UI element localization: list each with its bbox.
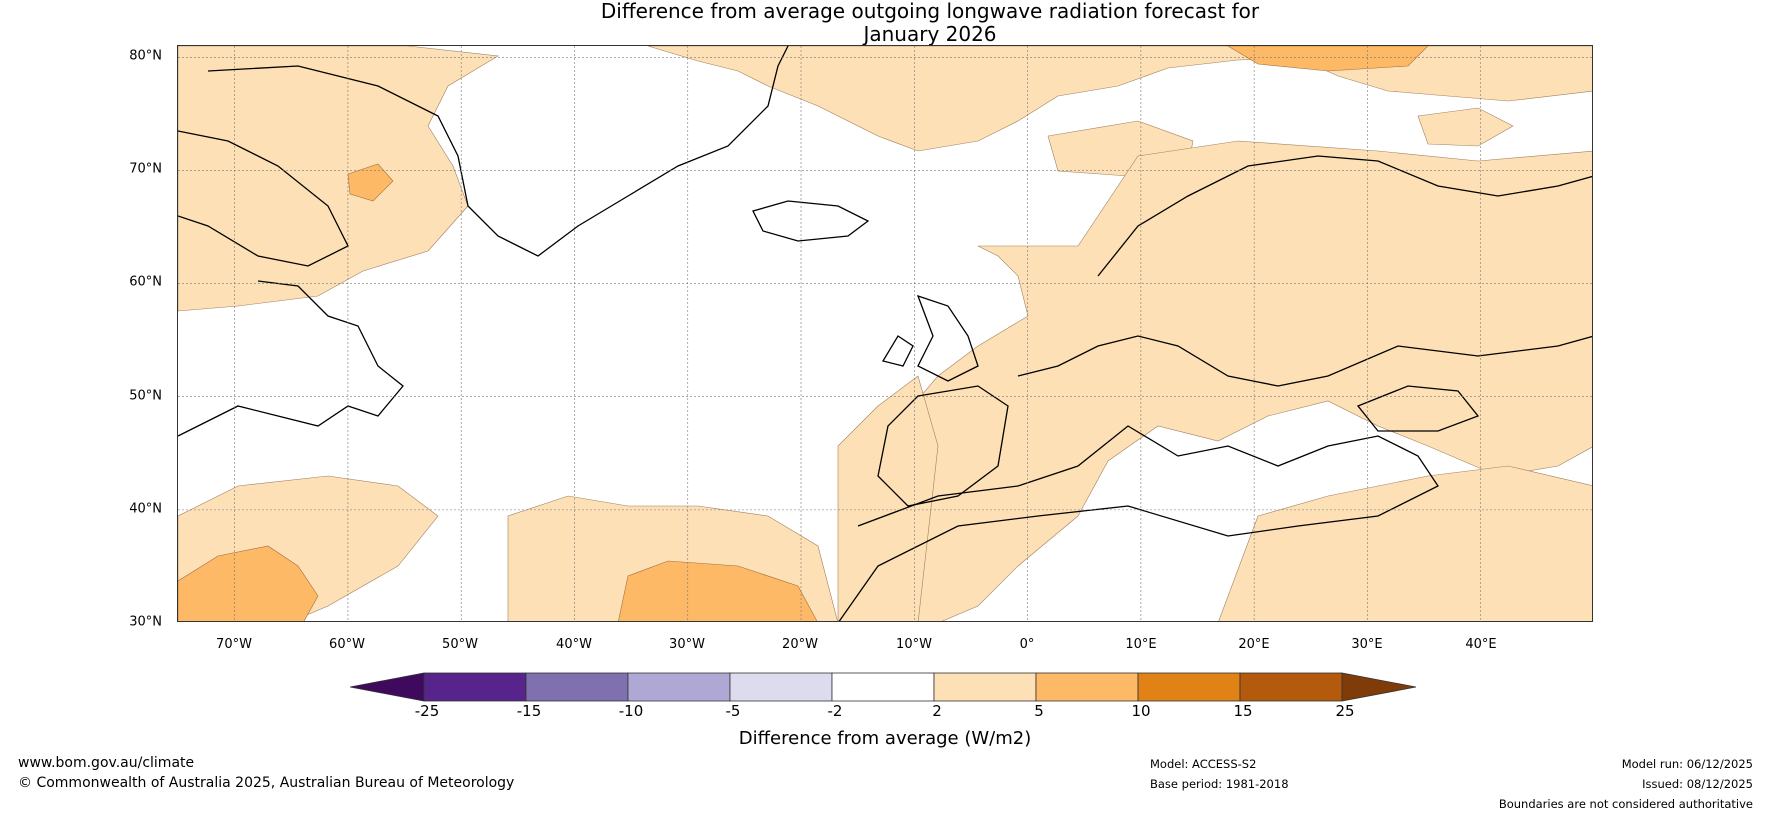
lon-label-10e: 10°E: [1125, 637, 1157, 652]
baffin-5-10: [347, 163, 394, 202]
iceland-coast: [752, 200, 870, 242]
black-sea-coast: [1356, 385, 1480, 432]
lon-label-20w: 20°W: [782, 637, 818, 652]
lon-label-50w: 50°W: [442, 637, 478, 652]
colorbar-segment: [1239, 672, 1343, 702]
labrador-coast: [178, 280, 404, 437]
colorbar-segment: [627, 672, 731, 702]
cb-tick-2: 2: [932, 702, 942, 720]
map-panel: [177, 45, 1593, 622]
lon-label-70w: 70°W: [216, 637, 252, 652]
cb-tick-25: 25: [1335, 702, 1355, 720]
europe-asia-anomaly: [877, 140, 1592, 621]
cb-tick-10: 10: [1131, 702, 1151, 720]
lon-label-40w: 40°W: [556, 637, 592, 652]
title-line-1: Difference from average outgoing longwav…: [600, 0, 1260, 23]
colorbar-segment: [831, 672, 935, 702]
lon-label-60w: 60°W: [329, 637, 365, 652]
colorbar-segment: [350, 672, 425, 702]
cb-tick-neg10: -10: [618, 702, 644, 720]
mediterranean-coast: [838, 425, 1439, 621]
lon-label-30w: 30°W: [669, 637, 705, 652]
cb-tick-neg15: -15: [516, 702, 542, 720]
colorbar-segment: [729, 672, 833, 702]
title-line-2: January 2026: [863, 22, 997, 46]
cb-tick-neg5: -5: [725, 702, 741, 720]
greenland-baffin-anomaly: [178, 46, 499, 312]
mediterranean-east-anomaly: [1218, 465, 1592, 621]
chart-title: Difference from average outgoing longwav…: [560, 0, 1300, 46]
base-period-text: Base period: 1981-2018: [1150, 777, 1289, 791]
copyright-text: © Commonwealth of Australia 2025, Austra…: [18, 775, 515, 791]
lat-label-60n: 60°N: [129, 274, 162, 290]
british-isles-coast: [881, 294, 979, 382]
map-svg: [178, 46, 1592, 621]
lon-label-30e: 30°E: [1351, 637, 1383, 652]
scandinavia-coast: [1097, 155, 1592, 277]
iberia-atlantic-anomaly: [837, 375, 939, 621]
cb-tick-15: 15: [1233, 702, 1253, 720]
issued-text: Issued: 08/12/2025: [1642, 777, 1753, 791]
colorbar-segment: [1035, 672, 1139, 702]
lat-label-80n: 80°N: [129, 48, 162, 64]
lat-label-50n: 50°N: [129, 388, 162, 404]
cb-tick-neg2: -2: [827, 702, 843, 720]
model-run-text: Model run: 06/12/2025: [1621, 757, 1753, 771]
disclaimer-text: Boundaries are not considered authoritat…: [1498, 797, 1753, 811]
greenland-coast: [207, 46, 789, 257]
iberia-coast: [877, 385, 1009, 507]
colorbar-segment: [1137, 672, 1241, 702]
europe-coast: [1017, 335, 1592, 387]
anomaly-2-5-regions: [178, 46, 1592, 621]
mid-subtropic-5-10: [618, 560, 818, 621]
cb-tick-neg25: -25: [414, 702, 440, 720]
colorbar-segment: [525, 672, 629, 702]
coastlines: [178, 46, 1592, 621]
colorbar-segment: [423, 672, 527, 702]
lon-label-10w: 10°W: [896, 637, 932, 652]
lat-label-70n: 70°N: [129, 161, 162, 177]
website-link[interactable]: www.bom.gov.au/climate: [18, 755, 195, 771]
lat-label-30n: 30°N: [129, 614, 162, 630]
graticule: [178, 46, 1592, 621]
svalbard-5-10: [1227, 46, 1429, 72]
barents-blob: [1417, 107, 1514, 147]
cb-tick-5: 5: [1034, 702, 1044, 720]
anomaly-5-10-regions: [178, 46, 1429, 621]
colorbar-segment: [933, 672, 1037, 702]
lon-label-20e: 20°E: [1238, 637, 1270, 652]
lon-label-40e: 40°E: [1465, 637, 1497, 652]
colorbar-segment: [1341, 672, 1417, 702]
colorbar: [350, 672, 1417, 702]
svalbard-arctic-anomaly: [647, 46, 1592, 152]
model-text: Model: ACCESS-S2: [1150, 757, 1257, 771]
lon-label-0: 0°: [1019, 637, 1035, 652]
west-subtropic-5-10: [178, 545, 319, 621]
lat-label-40n: 40°N: [129, 501, 162, 517]
colorbar-title: Difference from average (W/m2): [738, 728, 1032, 749]
